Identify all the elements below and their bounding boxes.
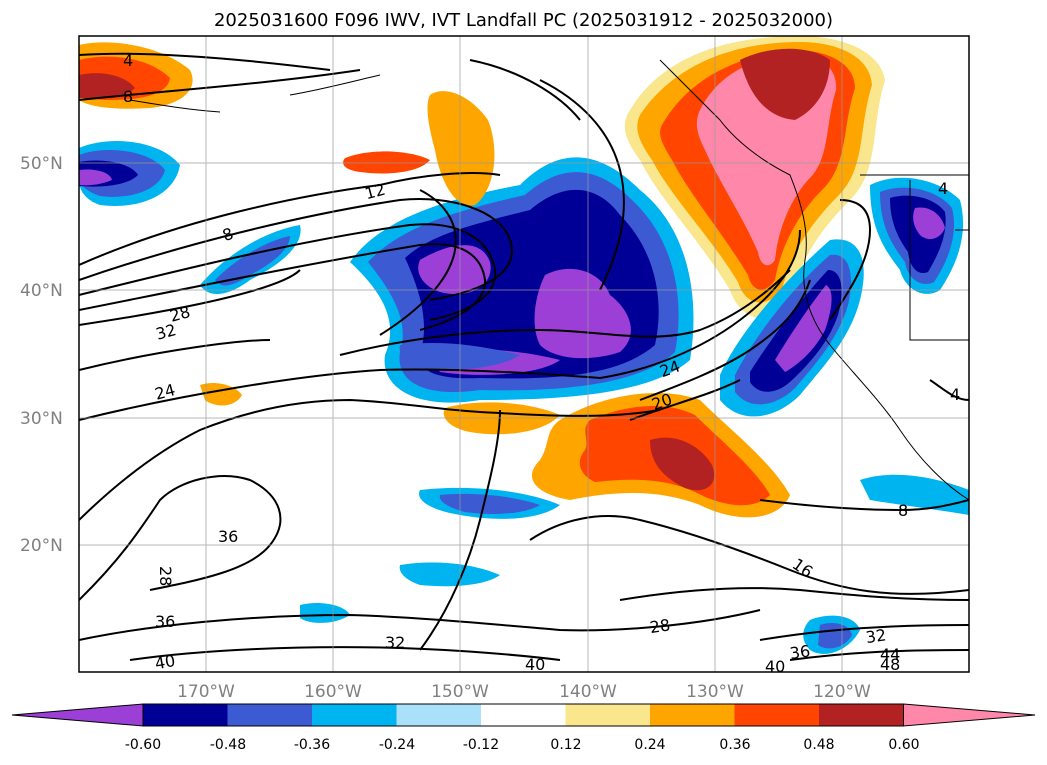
colorbar-segment [143,704,228,726]
contour-label: 36 [789,641,812,663]
contour-label: 48 [880,655,900,674]
contour-label: 32 [865,625,888,647]
lat-tick-labels: 20°N 30°N 40°N 50°N [20,154,63,556]
contour-label: 4 [123,51,133,70]
lat-tick-label: 50°N [20,154,63,174]
contour-label-layer: 4 8 12 8 28 32 24 36 28 36 32 40 40 24 2… [123,51,960,676]
lon-tick-label: 170°W [177,682,235,702]
lon-tick-labels: 170°W 160°W 150°W 140°W 130°W 120°W [177,682,871,702]
colorbar-segment [227,704,312,726]
graticule [79,36,969,672]
map-title: 2025031600 F096 IWV, IVT Landfall PC (20… [213,10,834,31]
colorbar-label: 0.12 [550,737,581,753]
contour-label: 32 [154,320,179,344]
contour-label: 36 [218,527,238,546]
map-frame [78,35,970,673]
colorbar-segment [396,704,481,726]
contour-label: 8 [898,501,908,520]
contour-label: 40 [153,651,176,673]
colorbar-segment [565,704,650,726]
positive-anomaly-coastal [79,36,885,518]
colorbar-label: 0.48 [803,737,834,753]
coastlines [129,59,969,501]
negative-anomaly-california [300,177,969,654]
colorbar-label: -0.12 [463,737,499,753]
lon-tick-label: 120°W [813,682,871,702]
contour-label: 4 [938,179,948,198]
contour-label: 32 [385,633,405,652]
colorbar-label: -0.24 [379,737,415,753]
colorbar-label: -0.36 [294,737,330,753]
lon-tick-label: 140°W [559,682,617,702]
lat-tick-label: 30°N [20,409,63,429]
colorbar-label: 0.24 [634,737,665,753]
colorbar-segment [312,704,397,726]
colorbar-label: -0.48 [210,737,246,753]
colorbar-extend-high [903,703,1036,727]
colorbar-segment [734,704,819,726]
negative-anomaly-central [350,157,694,403]
colorbar-segment [481,704,566,726]
colorbar-label: -0.60 [125,737,161,753]
contour-label: 4 [950,385,960,404]
colorbar-extend-low [11,703,144,727]
negative-anomaly-west [79,141,301,295]
contour-label: 36 [155,612,175,631]
colorbar-segment [650,704,735,726]
colorbar-label: 0.60 [888,737,919,753]
lat-tick-label: 20°N [20,536,63,556]
contour-label: 44 [880,645,900,664]
contour-label: 28 [649,615,672,637]
contour-label: 8 [123,87,133,106]
lon-tick-label: 150°W [431,682,489,702]
colorbar [11,703,1036,727]
contour-label: 28 [168,302,193,326]
contour-label: 40 [765,657,785,676]
contour-label: 40 [525,655,545,674]
colorbar-label: 0.36 [719,737,750,753]
map-field-layer [79,36,969,661]
contour-label: 28 [156,566,175,586]
lon-tick-label: 160°W [304,682,362,702]
contour-label: 24 [153,380,178,404]
ivt-contours [79,52,969,661]
lon-tick-label: 130°W [686,682,744,702]
colorbar-outline [142,703,904,727]
colorbar-segment [819,704,904,726]
colorbar-labels: -0.60 -0.48 -0.36 -0.24 -0.12 0.12 0.24 … [125,737,920,753]
lat-tick-label: 40°N [20,281,63,301]
contour-label: 12 [363,180,388,204]
